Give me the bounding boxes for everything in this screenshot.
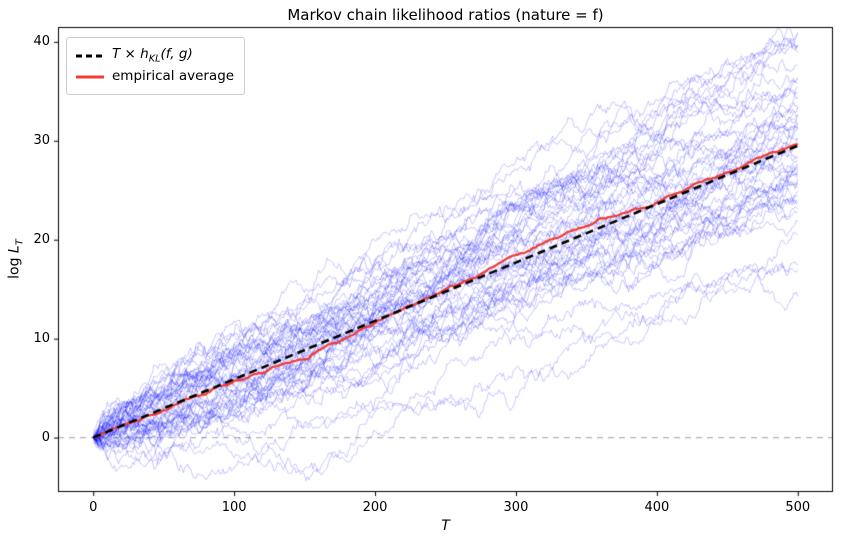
- avg-line-sample-icon: [76, 75, 104, 79]
- legend: T × hKL(f, g) empirical average: [66, 37, 246, 95]
- y-axis-label-var: L: [6, 245, 23, 254]
- y-axis-label-sub: T: [14, 239, 26, 246]
- kl-line-sample-icon: [76, 54, 104, 58]
- chart-title: Markov chain likelihood ratios (nature =…: [287, 6, 604, 24]
- legend-item-kl: T × hKL(f, g): [75, 45, 234, 67]
- y-axis-label-text: log: [6, 253, 23, 279]
- legend-label-kl: T × hKL(f, g): [112, 46, 193, 65]
- x-axis-label: T: [441, 518, 450, 534]
- legend-item-avg: empirical average: [75, 67, 234, 87]
- y-axis-label: log LT: [7, 239, 26, 279]
- legend-label-avg: empirical average: [112, 68, 235, 85]
